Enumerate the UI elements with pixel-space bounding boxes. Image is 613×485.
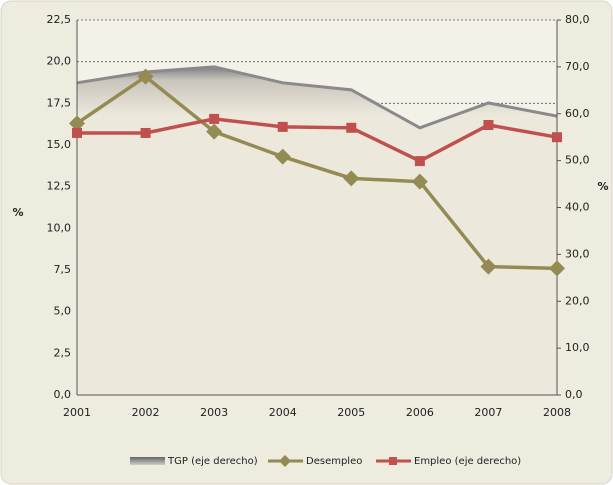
y-tick-label: 22,5 — [47, 13, 72, 26]
y-tick-label: 20,0 — [47, 55, 72, 68]
point — [274, 148, 291, 165]
y2-tick-label: 0,0 — [565, 388, 583, 401]
y2-tick-label: 10,0 — [565, 341, 590, 354]
line — [76, 74, 558, 271]
point — [209, 113, 220, 124]
point — [206, 123, 223, 140]
point — [411, 173, 428, 190]
y2-axis-label: % — [597, 180, 608, 193]
y-axis-label: % — [12, 206, 23, 219]
y-tick-label: 7,5 — [54, 263, 72, 276]
y2-tick-label: 20,0 — [565, 294, 590, 307]
point — [277, 121, 288, 132]
x-tick-label: 2005 — [337, 406, 365, 419]
x-tick-label: 2002 — [132, 406, 160, 419]
point — [549, 260, 565, 277]
x-tick-label: 2003 — [200, 406, 228, 419]
point — [343, 170, 360, 187]
legend-marker — [389, 457, 397, 465]
point — [346, 122, 357, 133]
legend-label: Desempleo — [306, 456, 362, 467]
x-tick-label: 2008 — [543, 406, 571, 419]
x-tick-label: 2006 — [406, 406, 434, 419]
y-tick-label: 17,5 — [47, 96, 72, 109]
area-edge — [76, 65, 558, 130]
y-tick-label: 10,0 — [47, 221, 72, 234]
point — [72, 127, 82, 138]
legend-label: TGP (eje derecho) — [167, 456, 258, 467]
y2-tick-label: 40,0 — [565, 201, 590, 214]
point — [137, 68, 154, 85]
y2-tick-label: 80,0 — [565, 13, 590, 26]
area — [77, 66, 557, 395]
x-tick-label: 2007 — [474, 406, 502, 419]
y-tick-label: 12,5 — [47, 180, 72, 193]
point — [414, 156, 425, 167]
x-tick-label: 2001 — [63, 406, 91, 419]
legend-label: Empleo (eje derecho) — [414, 456, 521, 467]
point — [69, 115, 85, 132]
line — [77, 117, 558, 164]
y-tick-label: 2,5 — [54, 346, 72, 359]
y2-tick-label: 70,0 — [565, 60, 590, 73]
point — [480, 258, 497, 275]
point — [483, 120, 494, 130]
point — [140, 127, 151, 138]
x-tick-label: 2004 — [269, 406, 297, 419]
y2-tick-label: 60,0 — [565, 107, 590, 120]
y2-tick-label: 30,0 — [565, 247, 590, 260]
legend-swatch — [130, 457, 165, 465]
legend-marker — [279, 455, 291, 467]
y-tick-label: 5,0 — [54, 305, 72, 318]
y-tick-label: 15,0 — [47, 138, 72, 151]
y-tick-label: 0,0 — [54, 388, 72, 401]
y2-tick-label: 50,0 — [565, 154, 590, 167]
point — [552, 132, 562, 143]
